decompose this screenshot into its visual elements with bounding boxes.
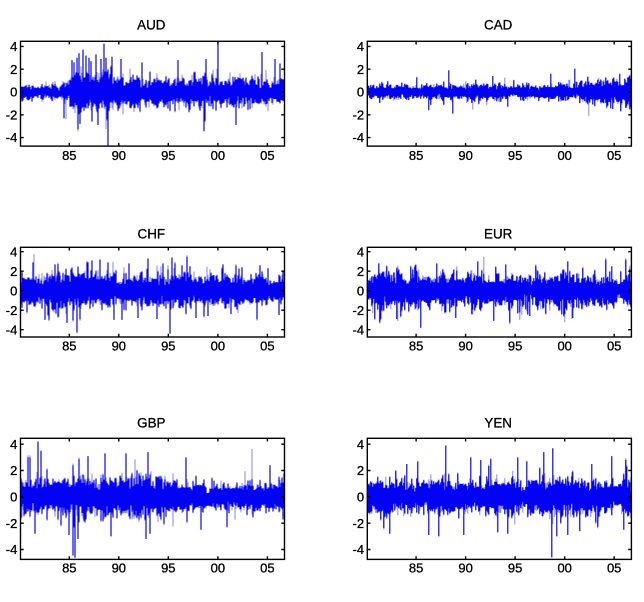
svg-text:90: 90 <box>458 339 472 354</box>
svg-text:05: 05 <box>260 148 274 163</box>
svg-text:85: 85 <box>409 339 423 354</box>
svg-text:4: 4 <box>10 39 17 54</box>
svg-text:2: 2 <box>357 62 364 77</box>
svg-text:95: 95 <box>508 561 522 576</box>
svg-text:-2: -2 <box>6 516 18 531</box>
svg-text:95: 95 <box>508 339 522 354</box>
svg-text:0: 0 <box>10 85 17 100</box>
svg-text:85: 85 <box>62 561 76 576</box>
svg-text:0: 0 <box>10 490 17 505</box>
svg-text:-2: -2 <box>353 303 365 318</box>
svg-text:95: 95 <box>161 561 175 576</box>
svg-text:0: 0 <box>10 283 17 298</box>
svg-text:GBP: GBP <box>137 416 165 431</box>
svg-text:YEN: YEN <box>484 416 512 431</box>
svg-text:00: 00 <box>557 339 571 354</box>
svg-text:-2: -2 <box>6 107 18 122</box>
svg-text:-4: -4 <box>353 542 365 557</box>
svg-text:90: 90 <box>112 339 126 354</box>
svg-text:CAD: CAD <box>484 18 513 33</box>
svg-text:90: 90 <box>458 561 472 576</box>
svg-text:90: 90 <box>112 561 126 576</box>
svg-text:4: 4 <box>10 437 17 452</box>
svg-text:-4: -4 <box>6 130 18 145</box>
svg-text:05: 05 <box>607 339 621 354</box>
svg-text:-4: -4 <box>6 322 18 337</box>
svg-text:85: 85 <box>62 148 76 163</box>
svg-text:4: 4 <box>10 244 17 259</box>
svg-text:00: 00 <box>557 148 571 163</box>
svg-text:EUR: EUR <box>484 226 513 241</box>
svg-text:-2: -2 <box>6 303 18 318</box>
svg-text:2: 2 <box>10 264 17 279</box>
svg-text:85: 85 <box>409 148 423 163</box>
svg-text:95: 95 <box>161 148 175 163</box>
svg-text:2: 2 <box>10 463 17 478</box>
svg-text:90: 90 <box>458 148 472 163</box>
svg-text:95: 95 <box>161 339 175 354</box>
svg-text:85: 85 <box>409 561 423 576</box>
svg-text:-2: -2 <box>353 107 365 122</box>
svg-text:95: 95 <box>508 148 522 163</box>
svg-text:85: 85 <box>62 339 76 354</box>
svg-text:4: 4 <box>357 437 364 452</box>
svg-text:2: 2 <box>10 62 17 77</box>
svg-text:CHF: CHF <box>138 226 166 241</box>
svg-text:0: 0 <box>357 283 364 298</box>
svg-text:-4: -4 <box>353 322 365 337</box>
svg-text:-4: -4 <box>353 130 365 145</box>
svg-text:05: 05 <box>260 339 274 354</box>
svg-text:05: 05 <box>607 561 621 576</box>
svg-text:0: 0 <box>357 85 364 100</box>
svg-text:-4: -4 <box>6 542 18 557</box>
svg-text:AUD: AUD <box>137 18 166 33</box>
svg-text:05: 05 <box>607 148 621 163</box>
svg-text:2: 2 <box>357 264 364 279</box>
svg-text:05: 05 <box>260 561 274 576</box>
svg-text:4: 4 <box>357 39 364 54</box>
svg-text:00: 00 <box>211 339 225 354</box>
svg-text:0: 0 <box>357 490 364 505</box>
svg-text:00: 00 <box>211 561 225 576</box>
svg-text:00: 00 <box>211 148 225 163</box>
svg-text:4: 4 <box>357 244 364 259</box>
svg-text:90: 90 <box>112 148 126 163</box>
svg-text:2: 2 <box>357 463 364 478</box>
svg-text:00: 00 <box>557 561 571 576</box>
svg-text:-2: -2 <box>353 516 365 531</box>
